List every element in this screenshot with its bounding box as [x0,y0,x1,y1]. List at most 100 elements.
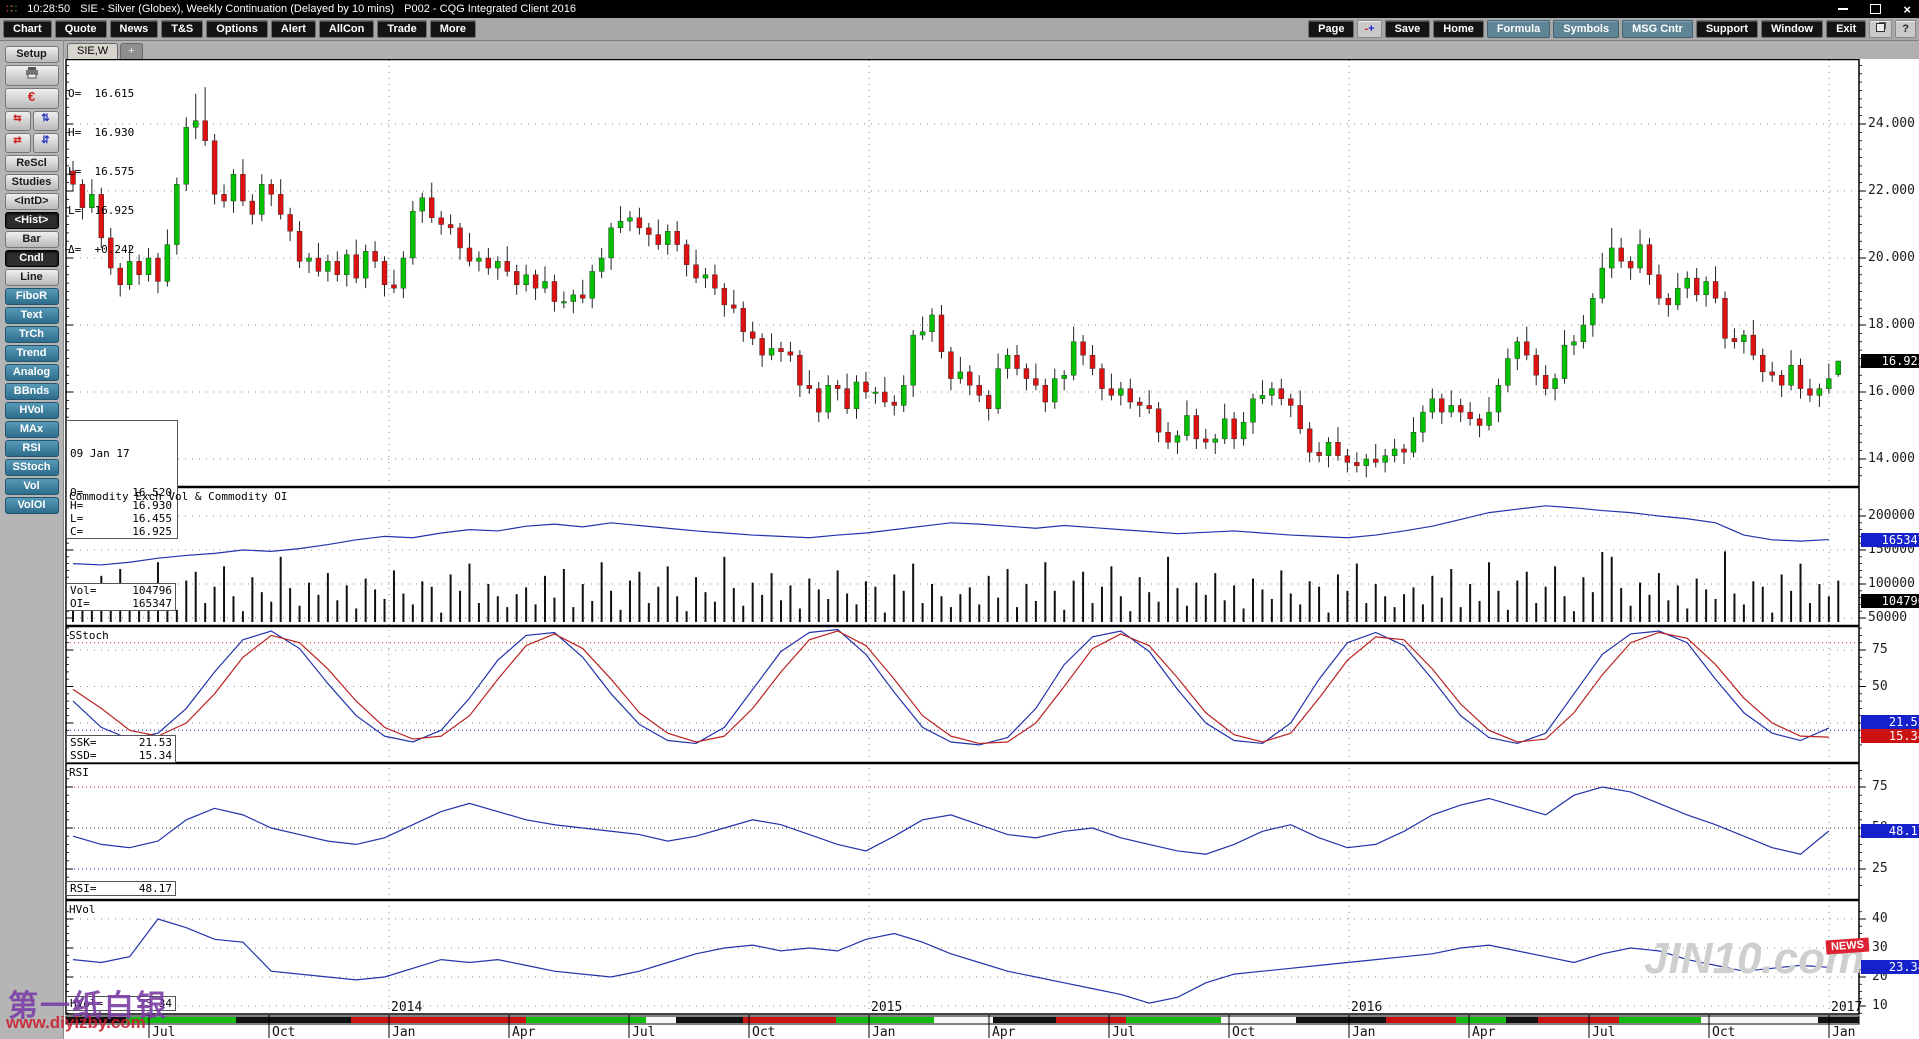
sidebar-item-trch[interactable]: TrCh [4,326,59,343]
cursor-ohlc-overlay: O= 16.615 H= 16.930 L= 16.575 L= 16.925 … [68,61,134,282]
readout-value: 21.53 [138,736,172,749]
sidebar-item-analog[interactable]: Analog [4,364,59,381]
menu-item-quote[interactable]: Quote [54,20,107,38]
month-label: Apr [512,1025,536,1039]
close-icon[interactable]: × [1903,1,1911,17]
price-axis-label: 20.000 [1868,250,1915,265]
clock: 10:28:50 [27,3,71,15]
toolbar-button-home[interactable]: Home [1433,20,1484,38]
tab-row: SIE,W + [64,41,1919,59]
stoch-k-line [72,628,1830,746]
readout-label: SSK= [70,736,97,749]
swap-horizontal-alt-icon[interactable]: ⇄ [4,133,31,153]
menu-item-news[interactable]: News [109,20,159,38]
ssk-value-box: 21.53 [1861,715,1919,730]
menu-item-allcon[interactable]: AllCon [318,20,375,38]
menu-item-more[interactable]: More [429,20,476,38]
toolbar-button-page[interactable]: Page [1308,20,1355,38]
readout-value: 15.34 [138,749,172,762]
sidebar-item-trend[interactable]: Trend [4,345,59,362]
sidebar-item-max[interactable]: MAx [4,421,59,438]
sidebar-item-text[interactable]: Text [4,307,59,324]
session-label: P002 - CQG Integrated Client 2016 [404,3,576,15]
chart-column: SIE,W + O= 16.615 H= 16.930 L= 16.575 L=… [64,41,1919,1039]
minimize-icon[interactable] [1838,8,1849,10]
menu-item-ts[interactable]: T&S [161,20,204,38]
sidebar-icon-pair: ⇆ ⇅ [4,111,59,131]
rsi-readout-box: RSI= 48.17 [66,881,176,896]
readout-label: SSD= [70,749,97,762]
menu-item-chart[interactable]: Chart [3,20,52,38]
menu-item-alert[interactable]: Alert [270,20,316,38]
chart-canvas[interactable] [64,59,1919,1039]
sidebar-item-vol[interactable]: Vol [4,478,59,495]
collapse-vertical-icon[interactable]: ⇵ [32,133,59,153]
menu-bar: Chart Quote News T&S Options Alert AllCon Trade… [0,18,1919,41]
toolbar-button-window[interactable]: Window [1761,20,1824,38]
add-tab-button[interactable]: + [120,43,143,59]
sidebar-item-studies[interactable]: Studies [4,174,59,191]
sidebar-item-hvol[interactable]: HVol [4,402,59,419]
month-label: Jul [632,1025,656,1039]
open-interest-line [72,505,1829,566]
price-axis-label: 22.000 [1868,183,1915,198]
sidebar-item-sstoch[interactable]: SStoch [4,459,59,476]
cursor-open: O= 16.615 [68,87,135,100]
readout-value: 16.520 [132,486,172,499]
toolbar-button-msgcntr[interactable]: MSG Cntr [1622,20,1693,38]
maximize-icon[interactable] [1870,4,1882,14]
hvol-readout-box: HVol= 23.34 [66,996,176,1011]
sidebar-item-rsi[interactable]: RSI [4,440,59,457]
diyizby-watermark-url: www.diyizby.com [6,1013,146,1032]
toolbar-button-symbols[interactable]: Symbols [1553,20,1620,38]
time-scrollbar[interactable] [65,1015,1860,1025]
menu-item-trade[interactable]: Trade [377,20,427,38]
tab-sie-w[interactable]: SIE,W [67,43,119,59]
stoch-axis-label: 50 [1872,678,1888,694]
sidebar-item-hist[interactable]: <Hist> [4,212,59,229]
toolbar-button-?[interactable]: ? [1895,20,1916,38]
toolbar-button-support[interactable]: Support [1695,20,1759,38]
last-price-box: 16.925 [1861,354,1919,368]
sidebar-item-cndl[interactable]: Cndl [4,250,59,267]
sidebar-item-rescl[interactable]: ReScl [4,155,59,172]
title-bar: ∷∷ 10:28:50 SIE - Silver (Globex), Weekl… [0,0,1919,18]
toolbar-button-save[interactable]: Save [1384,20,1431,38]
sidebar-item-voloi[interactable]: VolOI [4,497,59,514]
readout-row: H= 16.930 [70,499,172,512]
cascade-windows-icon[interactable] [1869,20,1893,38]
month-label: Jan [1832,1025,1856,1039]
month-label: Oct [272,1025,296,1039]
cascade-windows-icon [1876,23,1886,32]
readout-value: 48.17 [138,882,172,895]
sort-vertical-icon[interactable]: ⇅ [32,111,59,131]
swap-horizontal-icon: ⇆ [13,113,22,124]
oi-value-box: 165347 [1861,532,1919,547]
month-label: Jan [1352,1025,1376,1039]
chart-area[interactable]: O= 16.615 H= 16.930 L= 16.575 L= 16.925 … [64,59,1919,1039]
month-label: Oct [752,1025,776,1039]
menu-item-options[interactable]: Options [206,20,268,38]
sidebar-item-bbnds[interactable]: BBnds [4,383,59,400]
printer-icon[interactable] [4,65,59,86]
month-label: Apr [1472,1025,1496,1039]
euro-icon[interactable]: € [4,88,59,109]
sidebar-item-intd[interactable]: <IntD> [4,193,59,210]
app-logo-icon: ∷∷ [6,2,18,16]
readout-label: O= [70,486,84,499]
readout-value: 23.34 [138,997,172,1010]
toolbar-button-formula[interactable]: Formula [1486,20,1551,38]
swap-horizontal-alt-icon: ⇄ [13,135,22,146]
sidebar-item-fibor[interactable]: FiboR [4,288,59,305]
volume-panel-title: Commodity Exch Vol & Commodity OI [69,490,288,503]
volume-bars [72,551,1840,622]
swap-horizontal-icon[interactable]: ⇆ [4,111,31,131]
sidebar-item-line[interactable]: Line [4,269,59,286]
toolbar-button-exit[interactable]: Exit [1826,20,1867,38]
toolbar-button-[interactable]: -+ [1357,20,1382,38]
price-axis-label: 24.000 [1868,116,1915,131]
year-label: 2017 [1831,1000,1863,1015]
stoch-axis-label: 75 [1872,642,1888,657]
sidebar-item-setup[interactable]: Setup [4,46,59,63]
sidebar-item-bar[interactable]: Bar [4,231,59,248]
